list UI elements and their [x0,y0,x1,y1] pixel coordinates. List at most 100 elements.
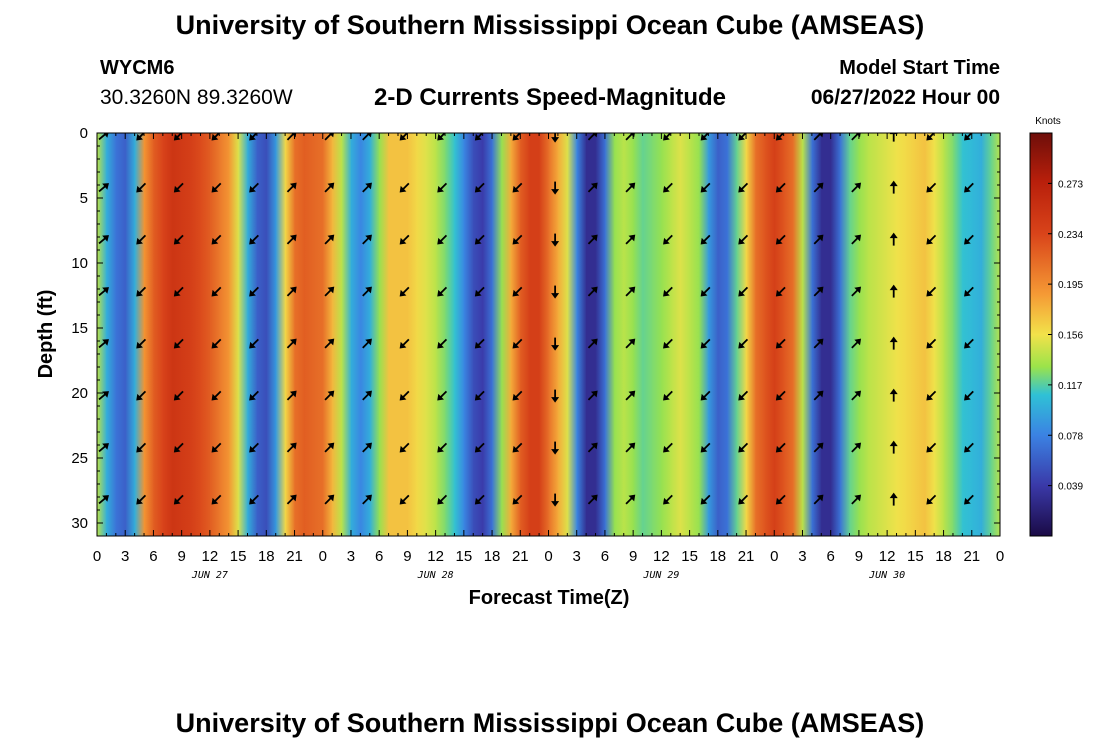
current-vector-arrow [98,235,109,245]
current-vector-arrow [851,234,862,245]
current-vector-arrow [625,234,636,245]
colorbar-units: Knots [1035,116,1061,127]
current-vector-arrow [324,182,335,193]
heatmap-column [341,133,352,536]
heatmap-column [266,133,277,536]
current-vector-arrow [474,338,485,349]
heatmap-column [943,133,954,536]
current-vector-arrow [700,442,711,453]
current-vector-arrow [926,286,937,297]
x-tick-label: 3 [347,548,355,565]
current-vector-arrow [587,494,598,505]
current-vector-arrow [437,338,448,349]
current-vector-arrow [964,442,974,453]
current-vector-arrow [286,338,297,349]
heatmap-column [275,133,286,536]
current-vector-arrow [851,390,862,401]
current-vector-arrow [738,234,749,245]
current-vector-arrow [399,494,410,505]
current-vector-arrow [813,390,824,401]
current-vector-arrow [362,390,372,401]
heatmap-column [604,133,615,536]
heatmap-column [689,133,700,536]
heatmap-column [981,133,992,536]
heatmap-column [492,133,503,536]
current-vector-arrow [663,442,673,453]
current-vector-arrow [136,338,147,349]
current-vector-arrow [926,442,937,453]
current-vector-arrow [551,493,560,507]
current-vector-arrow [663,133,673,141]
heatmap-column [510,133,521,536]
current-vector-arrow [173,338,184,349]
current-vector-arrow [889,232,898,246]
heatmap-column [567,133,578,536]
current-vector-arrow [851,442,862,453]
y-tick-label: 30 [71,515,88,532]
current-vector-arrow [889,440,898,454]
heatmap-column [915,133,926,536]
heatmap-column [97,133,108,536]
heatmap-column [924,133,935,536]
current-vector-arrow [512,442,523,453]
current-vector-arrow [98,133,109,141]
x-axis-title: Forecast Time(Z) [469,587,630,609]
heatmap-column [548,133,559,536]
current-vector-arrow [474,286,485,297]
date-label: JUN 30 [868,570,905,581]
colorbar-tick-label: 0.078 [1058,431,1083,442]
current-vector-arrow [551,389,560,403]
x-tick-label: 18 [258,548,275,565]
x-tick-label: 15 [456,548,473,565]
current-vector-arrow [738,390,749,401]
current-vector-arrow [663,286,673,297]
current-vector-arrow [211,494,222,505]
x-tick-label: 9 [177,548,185,565]
current-vector-arrow [738,182,749,193]
heatmap-column [162,133,173,536]
heatmap-column [736,133,747,536]
heatmap-column [482,133,493,536]
x-tick-label: 12 [653,548,670,565]
heatmap-column [802,133,813,536]
colorbar-tick-label: 0.273 [1058,179,1083,190]
current-vector-arrow [362,286,372,297]
current-vector-arrow [136,133,147,141]
current-vector-arrow [362,442,372,453]
x-tick-label: 9 [855,548,863,565]
current-vector-arrow [700,182,711,193]
current-vector-arrow [551,441,560,455]
current-vector-arrow [249,234,259,245]
current-vector-arrow [324,286,335,297]
current-vector-arrow [249,182,259,193]
current-vector-arrow [775,133,786,141]
heatmap-column [727,133,738,536]
current-vector-arrow [173,390,184,401]
current-vector-arrow [211,390,222,401]
heatmap-column [360,133,371,536]
x-tick-label: 0 [770,548,778,565]
heatmap-column [238,133,249,536]
current-vector-arrow [700,390,711,401]
x-tick-label: 18 [709,548,726,565]
station-coordinates: 30.3260N 89.3260W [100,86,293,109]
heatmap-column [106,133,117,536]
current-vector-arrow [851,182,862,193]
heatmap-column [153,133,164,536]
heatmap-column [708,133,719,536]
x-tick-label: 9 [629,548,637,565]
current-vector-arrow [399,338,410,349]
current-vector-arrow [362,182,372,193]
heatmap-column [379,133,390,536]
current-vector-arrow [625,286,636,297]
current-vector-arrow [512,234,523,245]
x-tick-label: 21 [738,548,755,565]
heatmap-column [134,133,145,536]
current-vector-arrow [437,442,448,453]
current-vector-arrow [324,390,335,401]
model-start-label: Model Start Time [839,57,1000,79]
current-vector-arrow [211,182,222,193]
current-vector-arrow [851,494,862,505]
current-vector-arrow [964,494,974,505]
current-vector-arrow [512,338,523,349]
